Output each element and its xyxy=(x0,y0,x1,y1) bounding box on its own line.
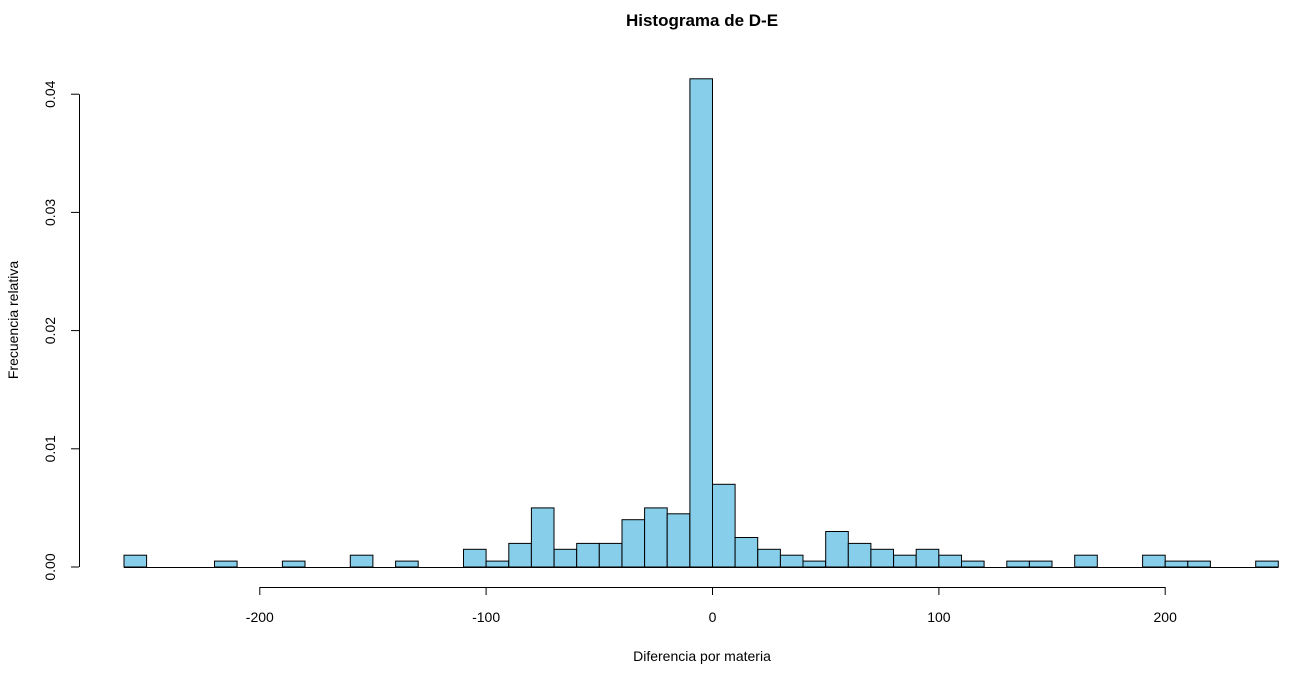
histogram-bar xyxy=(870,548,895,568)
histogram-bar xyxy=(576,542,600,568)
x-axis: -200 -100 0 100 200 xyxy=(246,587,1177,625)
histogram-bar xyxy=(395,560,419,568)
histogram-bar xyxy=(1187,560,1211,568)
histogram-bar xyxy=(666,513,691,568)
y-tick-label: 0.03 xyxy=(42,199,58,226)
bars-group xyxy=(123,78,1279,568)
histogram-bar xyxy=(485,560,510,568)
histogram-bar xyxy=(598,542,623,568)
histogram-bar xyxy=(463,548,487,568)
histogram-bar xyxy=(1074,554,1098,568)
histogram-bar xyxy=(1255,560,1279,568)
histogram-bar xyxy=(847,542,872,568)
histogram-bar xyxy=(961,560,985,568)
histogram-bar xyxy=(757,548,781,568)
x-axis-label: Diferencia por materia xyxy=(633,648,771,664)
histogram-bar xyxy=(644,507,668,568)
y-tick-label: 0.04 xyxy=(42,80,58,107)
histogram-bar xyxy=(825,531,849,568)
histogram-bar xyxy=(734,537,759,568)
chart-title: Histograma de D-E xyxy=(626,11,778,30)
histogram-bar xyxy=(530,507,555,568)
y-tick-label: 0.00 xyxy=(42,553,58,580)
histogram-bar xyxy=(621,519,646,568)
histogram-bar xyxy=(1142,554,1166,568)
y-axis-label: Frecuencia relativa xyxy=(5,261,21,379)
x-tick-label: -200 xyxy=(246,609,274,625)
histogram-bar xyxy=(1164,560,1189,568)
histogram-bar xyxy=(508,542,532,568)
histogram-bar xyxy=(938,554,963,568)
histogram-bar xyxy=(915,548,940,568)
histogram-bar xyxy=(1028,560,1053,568)
x-tick-label: -100 xyxy=(472,609,500,625)
histogram-bar xyxy=(349,554,374,568)
histogram-bar xyxy=(214,560,238,568)
histogram-bar xyxy=(712,483,736,568)
x-tick-label: 0 xyxy=(709,609,717,625)
y-axis: 0.00 0.01 0.02 0.03 0.04 xyxy=(42,80,80,581)
histogram-bar xyxy=(802,560,827,568)
histogram-bar xyxy=(281,560,306,568)
x-tick-label: 100 xyxy=(927,609,951,625)
histogram-bar xyxy=(779,554,804,568)
histogram-bar xyxy=(1006,560,1030,568)
histogram-bar xyxy=(123,554,148,568)
histogram-bar xyxy=(553,548,578,568)
histogram-bar xyxy=(689,78,714,568)
x-tick-label: 200 xyxy=(1154,609,1178,625)
y-tick-label: 0.02 xyxy=(42,317,58,344)
histogram-bar xyxy=(893,554,917,568)
y-tick-label: 0.01 xyxy=(42,435,58,462)
